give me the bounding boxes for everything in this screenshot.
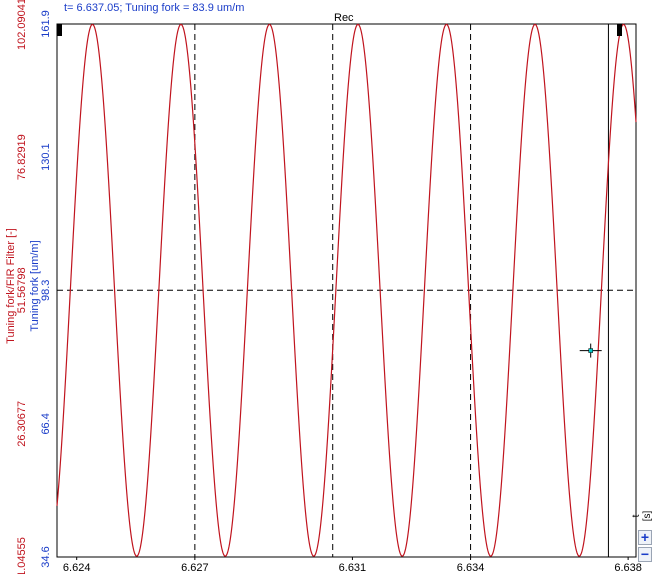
zoom-in-button[interactable]: + (638, 530, 652, 545)
left-axis-label: Tuning fork/FIR Filter [-] (5, 228, 17, 344)
x-axis: 6.624 6.627 6.631 6.634 6.638 (63, 557, 642, 574)
right-y-tick-label: 34.6 (40, 546, 52, 567)
right-y-tick-label: 130.1 (40, 143, 52, 171)
left-y-tick-label: 26.30677 (16, 401, 28, 447)
cursor-marker[interactable] (579, 343, 602, 358)
left-y-axis: 1.04555 26.30677 51.56798 76.82919 102.09041 (16, 0, 28, 574)
left-y-tick-label: 76.82919 (16, 134, 28, 180)
x-tick-label: 6.624 (63, 562, 91, 574)
cursor-gridlines (56, 24, 636, 557)
right-y-tick-label: 98.3 (40, 280, 52, 301)
series-line-tuning-fork (56, 23, 637, 557)
x-tick-label: 6.631 (339, 562, 367, 574)
cursor-handle-left[interactable] (57, 24, 62, 36)
left-y-tick-label: 51.56798 (16, 267, 28, 313)
right-y-tick-label: 66.4 (40, 413, 52, 434)
x-tick-label: 6.627 (181, 562, 209, 574)
zoom-out-button[interactable]: − (638, 547, 652, 562)
right-axis-label: Tuning fork [um/m] (29, 240, 41, 331)
x-axis-unit-label: t [s] (631, 510, 653, 522)
left-y-tick-label: 1.04555 (16, 537, 28, 574)
right-y-tick-label: 161.9 (40, 10, 52, 38)
right-y-axis: 34.6 66.4 98.3 130.1 161.9 (40, 10, 52, 567)
x-tick-label: 6.638 (614, 562, 642, 574)
left-y-tick-label: 102.09041 (16, 0, 28, 50)
chart-title: Rec (334, 12, 354, 24)
cursor-handle-right[interactable] (617, 24, 622, 36)
cursor-readout: t= 6.637.05; Tuning fork = 83.9 um/m (64, 2, 245, 14)
x-tick-label: 6.634 (457, 562, 485, 574)
